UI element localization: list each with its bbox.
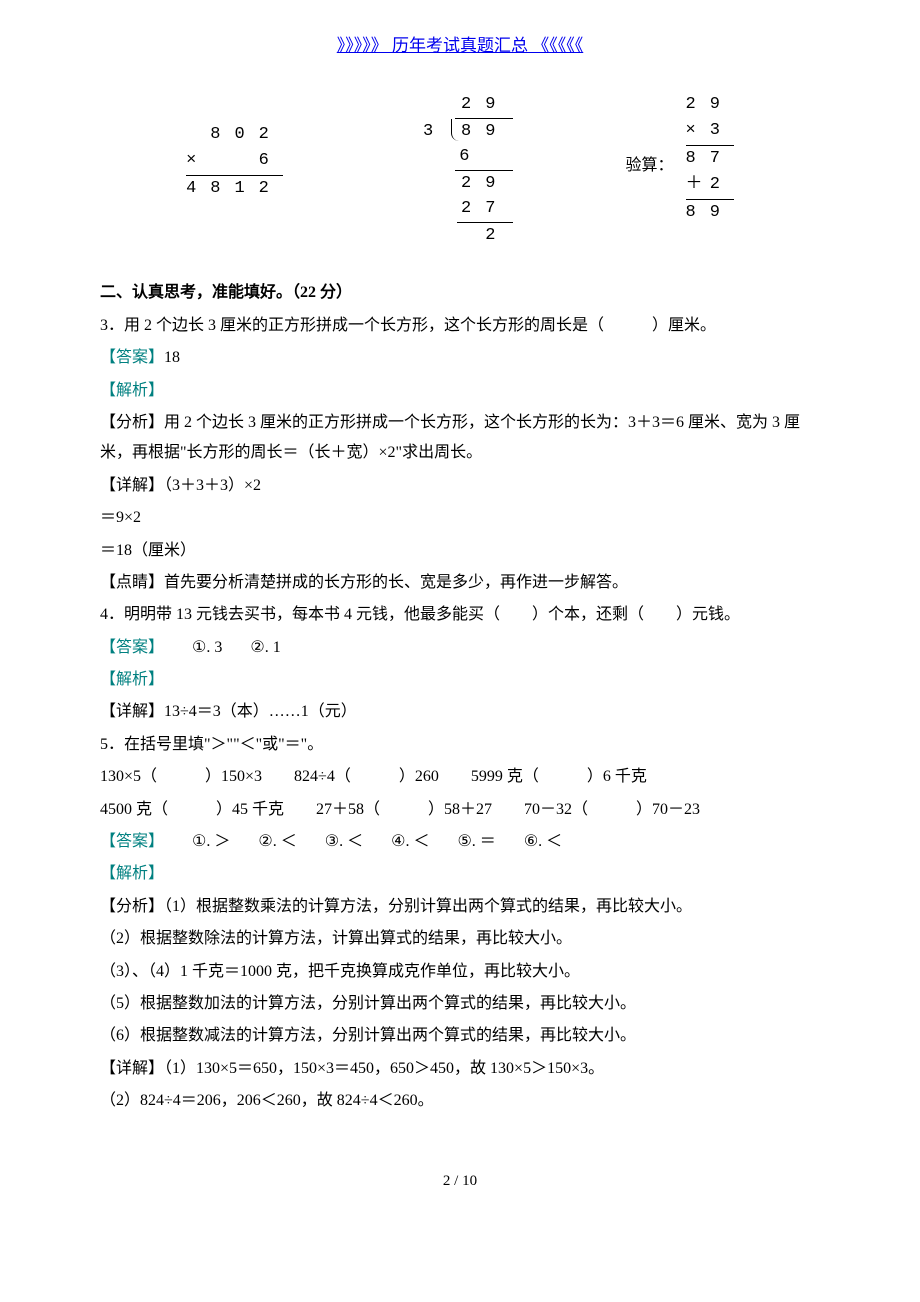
div-s3: 27: [457, 196, 513, 223]
verify-c: 2: [710, 175, 734, 194]
header-banner: 》》》》》 历年考试真题汇总 《《《《《: [100, 30, 820, 62]
q5-fx4: （5）根据整数加法的计算方法，分别计算出两个算式的结果，再比较大小。: [100, 989, 820, 1019]
q3-jiexi: 【解析】: [100, 376, 820, 406]
mult1-op: ×: [186, 148, 196, 174]
multiplication-1: 802 × 6 4812: [186, 122, 283, 202]
q4-a2n: ②.: [250, 639, 268, 656]
div-s1: 6: [455, 144, 513, 171]
q3-fenxi: 【分析】用 2 个边长 3 厘米的正方形拼成一个长方形，这个长方形的长为：3＋3…: [100, 408, 820, 469]
q4-jiexi: 【解析】: [100, 665, 820, 695]
div-quotient: 29: [455, 92, 513, 118]
verification-block: 验算： 29 × 3 87 ＋ 2 89: [686, 92, 734, 226]
q3-answer-line: 【答案】18: [100, 343, 820, 373]
q5-a6n: ⑥.: [524, 833, 542, 850]
verify-op2: ＋: [686, 172, 703, 198]
q5-a1n: ①.: [192, 833, 210, 850]
verify-label: 验算：: [626, 154, 674, 178]
q4-text: 4．明明带 13 元钱去买书，每本书 4 元钱，他最多能买（ ）个本，还剩（ ）…: [100, 600, 820, 630]
q5-fx5: （6）根据整数减法的计算方法，分别计算出两个算式的结果，再比较大小。: [100, 1021, 820, 1051]
q5-a3: ＜: [347, 833, 363, 850]
q5-ans-label: 【答案】: [100, 833, 164, 850]
verify-r2: 89: [686, 200, 734, 226]
q3-dianjing: 【点睛】首先要分析清楚拼成的长方形的长、宽是多少，再作进一步解答。: [100, 568, 820, 598]
q5-a5n: ⑤.: [457, 833, 475, 850]
q5-fx3: （3）、（4）1 千克＝1000 克，把千克换算成克作单位，再比较大小。: [100, 957, 820, 987]
q5-a1: ＞: [214, 833, 230, 850]
q5-row1: 130×5（ ）150×3 824÷4（ ）260 5999 克（ ）6 千克: [100, 762, 820, 792]
mult1-oprow: × 6: [186, 148, 283, 177]
div-divisor: 3: [423, 119, 433, 145]
q5-answer-line: 【答案】 ①. ＞ ②. ＜ ③. ＜ ④. ＜ ⑤. ＝ ⑥. ＜: [100, 827, 820, 857]
verify-op1row: × 3: [686, 118, 734, 147]
math-calculations-row: 802 × 6 4812 29 3 89 6 29 27 2 验算： 29 × …: [100, 92, 820, 248]
mult1-a: 802: [186, 122, 283, 148]
q3-text: 3．用 2 个边长 3 厘米的正方形拼成一个长方形，这个长方形的周长是（ ）厘米…: [100, 311, 820, 341]
verify-r1: 87: [686, 146, 734, 172]
q4-answer-line: 【答案】 ①. 3 ②. 1: [100, 633, 820, 663]
div-s4: 2: [455, 223, 513, 249]
mult1-result: 4812: [186, 176, 283, 202]
q5-a6: ＜: [546, 833, 562, 850]
q5-row2: 4500 克（ ）45 千克 27＋58（ ）58＋27 70－32（ ）70－…: [100, 795, 820, 825]
q4-a2: 1: [273, 639, 281, 656]
q5-a4n: ④.: [391, 833, 409, 850]
div-dividend: 89: [461, 122, 509, 141]
verify-a: 29: [686, 92, 734, 118]
q5-jiexi: 【解析】: [100, 859, 820, 889]
q4-ans-label: 【答案】: [100, 639, 164, 656]
q5-a3n: ③.: [325, 833, 343, 850]
q5-fx2: （2）根据整数除法的计算方法，计算出算式的结果，再比较大小。: [100, 924, 820, 954]
q3-ans-label: 【答案】: [100, 349, 164, 366]
q5-xj1: 【详解】（1）130×5＝650，150×3＝450，650＞450，故 130…: [100, 1054, 820, 1084]
q5-xj2: （2）824÷4＝206，206＜260，故 824÷4＜260。: [100, 1086, 820, 1116]
verify-op2row: ＋ 2: [686, 172, 734, 201]
mult1-b: 6: [259, 151, 283, 170]
div-dividend-row: 3 89: [455, 118, 513, 145]
q3-xj1: 【详解】（3＋3＋3）×2: [100, 471, 820, 501]
q5-a4: ＜: [413, 833, 429, 850]
q4-a1: 3: [214, 639, 222, 656]
q5-a5: ＝: [480, 833, 496, 850]
div-s2: 29: [455, 171, 513, 197]
section2-title: 二、认真思考，准能填好。（22 分）: [100, 278, 820, 308]
header-link[interactable]: 》》》》》 历年考试真题汇总 《《《《《: [337, 36, 584, 55]
q3-ans: 18: [164, 349, 180, 366]
q5-text: 5．在括号里填"＞""＜"或"＝"。: [100, 730, 820, 760]
q3-xj2: ＝9×2: [100, 503, 820, 533]
page-number: 2 / 10: [100, 1167, 820, 1196]
q5-a2n: ②.: [258, 833, 276, 850]
q5-fx1: 【分析】（1）根据整数乘法的计算方法，分别计算出两个算式的结果，再比较大小。: [100, 892, 820, 922]
div-s3-wrap: 27: [455, 196, 513, 223]
q4-a1n: ①.: [192, 639, 210, 656]
long-division: 29 3 89 6 29 27 2: [455, 92, 513, 248]
q4-xiangjie: 【详解】13÷4＝3（本）……1（元）: [100, 697, 820, 727]
verify-op1: ×: [686, 118, 696, 144]
div-s1-wrap: 6: [455, 144, 513, 171]
q3-xj3: ＝18（厘米）: [100, 536, 820, 566]
verify-b: 3: [710, 121, 734, 140]
q5-a2: ＜: [281, 833, 297, 850]
